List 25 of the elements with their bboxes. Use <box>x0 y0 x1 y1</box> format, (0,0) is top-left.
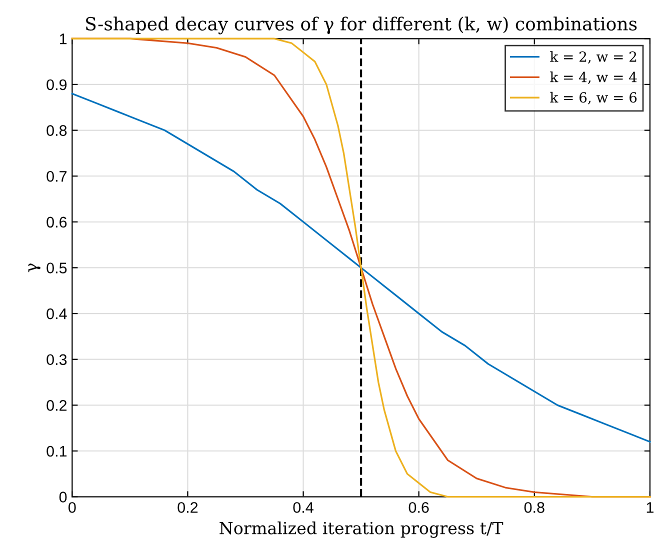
y-tick-label: 0 <box>59 492 67 502</box>
legend-label: k = 2, w = 2 <box>550 51 636 64</box>
y-tick-label: 0.8 <box>46 125 67 136</box>
legend-label: k = 4, w = 4 <box>550 72 637 84</box>
y-tick-label: 0.2 <box>46 400 67 411</box>
y-tick-label: 1 <box>60 34 67 44</box>
line-series <box>71 38 651 498</box>
legend-label: k = 6, w = 6 <box>550 92 637 104</box>
y-tick-label: 0.7 <box>46 170 67 182</box>
x-tick-label: 1 <box>646 502 654 513</box>
x-tick-label: 0.6 <box>408 502 429 513</box>
y-tick-label: 0.5 <box>46 262 67 274</box>
x-axis-title: Normalized iteration progress t/T <box>220 521 504 538</box>
x-tick-label: 0.4 <box>293 502 314 513</box>
y-tick-label: 0.6 <box>46 216 67 228</box>
y-tick-label: 0.3 <box>46 354 67 366</box>
y-tick-label: 0.1 <box>46 446 67 457</box>
chart-title: S-shaped decay curves of γ for different (k, w) combinations <box>86 16 637 34</box>
x-tick-label: 0 <box>68 502 76 513</box>
y-tick-label: 0.4 <box>46 308 67 320</box>
x-tick-label: 0.8 <box>524 502 544 513</box>
y-tick-label: 0.9 <box>46 79 67 90</box>
y-axis-title: γ <box>28 264 40 272</box>
line-series <box>71 92 651 443</box>
x-tick-label: 0.2 <box>178 502 198 513</box>
